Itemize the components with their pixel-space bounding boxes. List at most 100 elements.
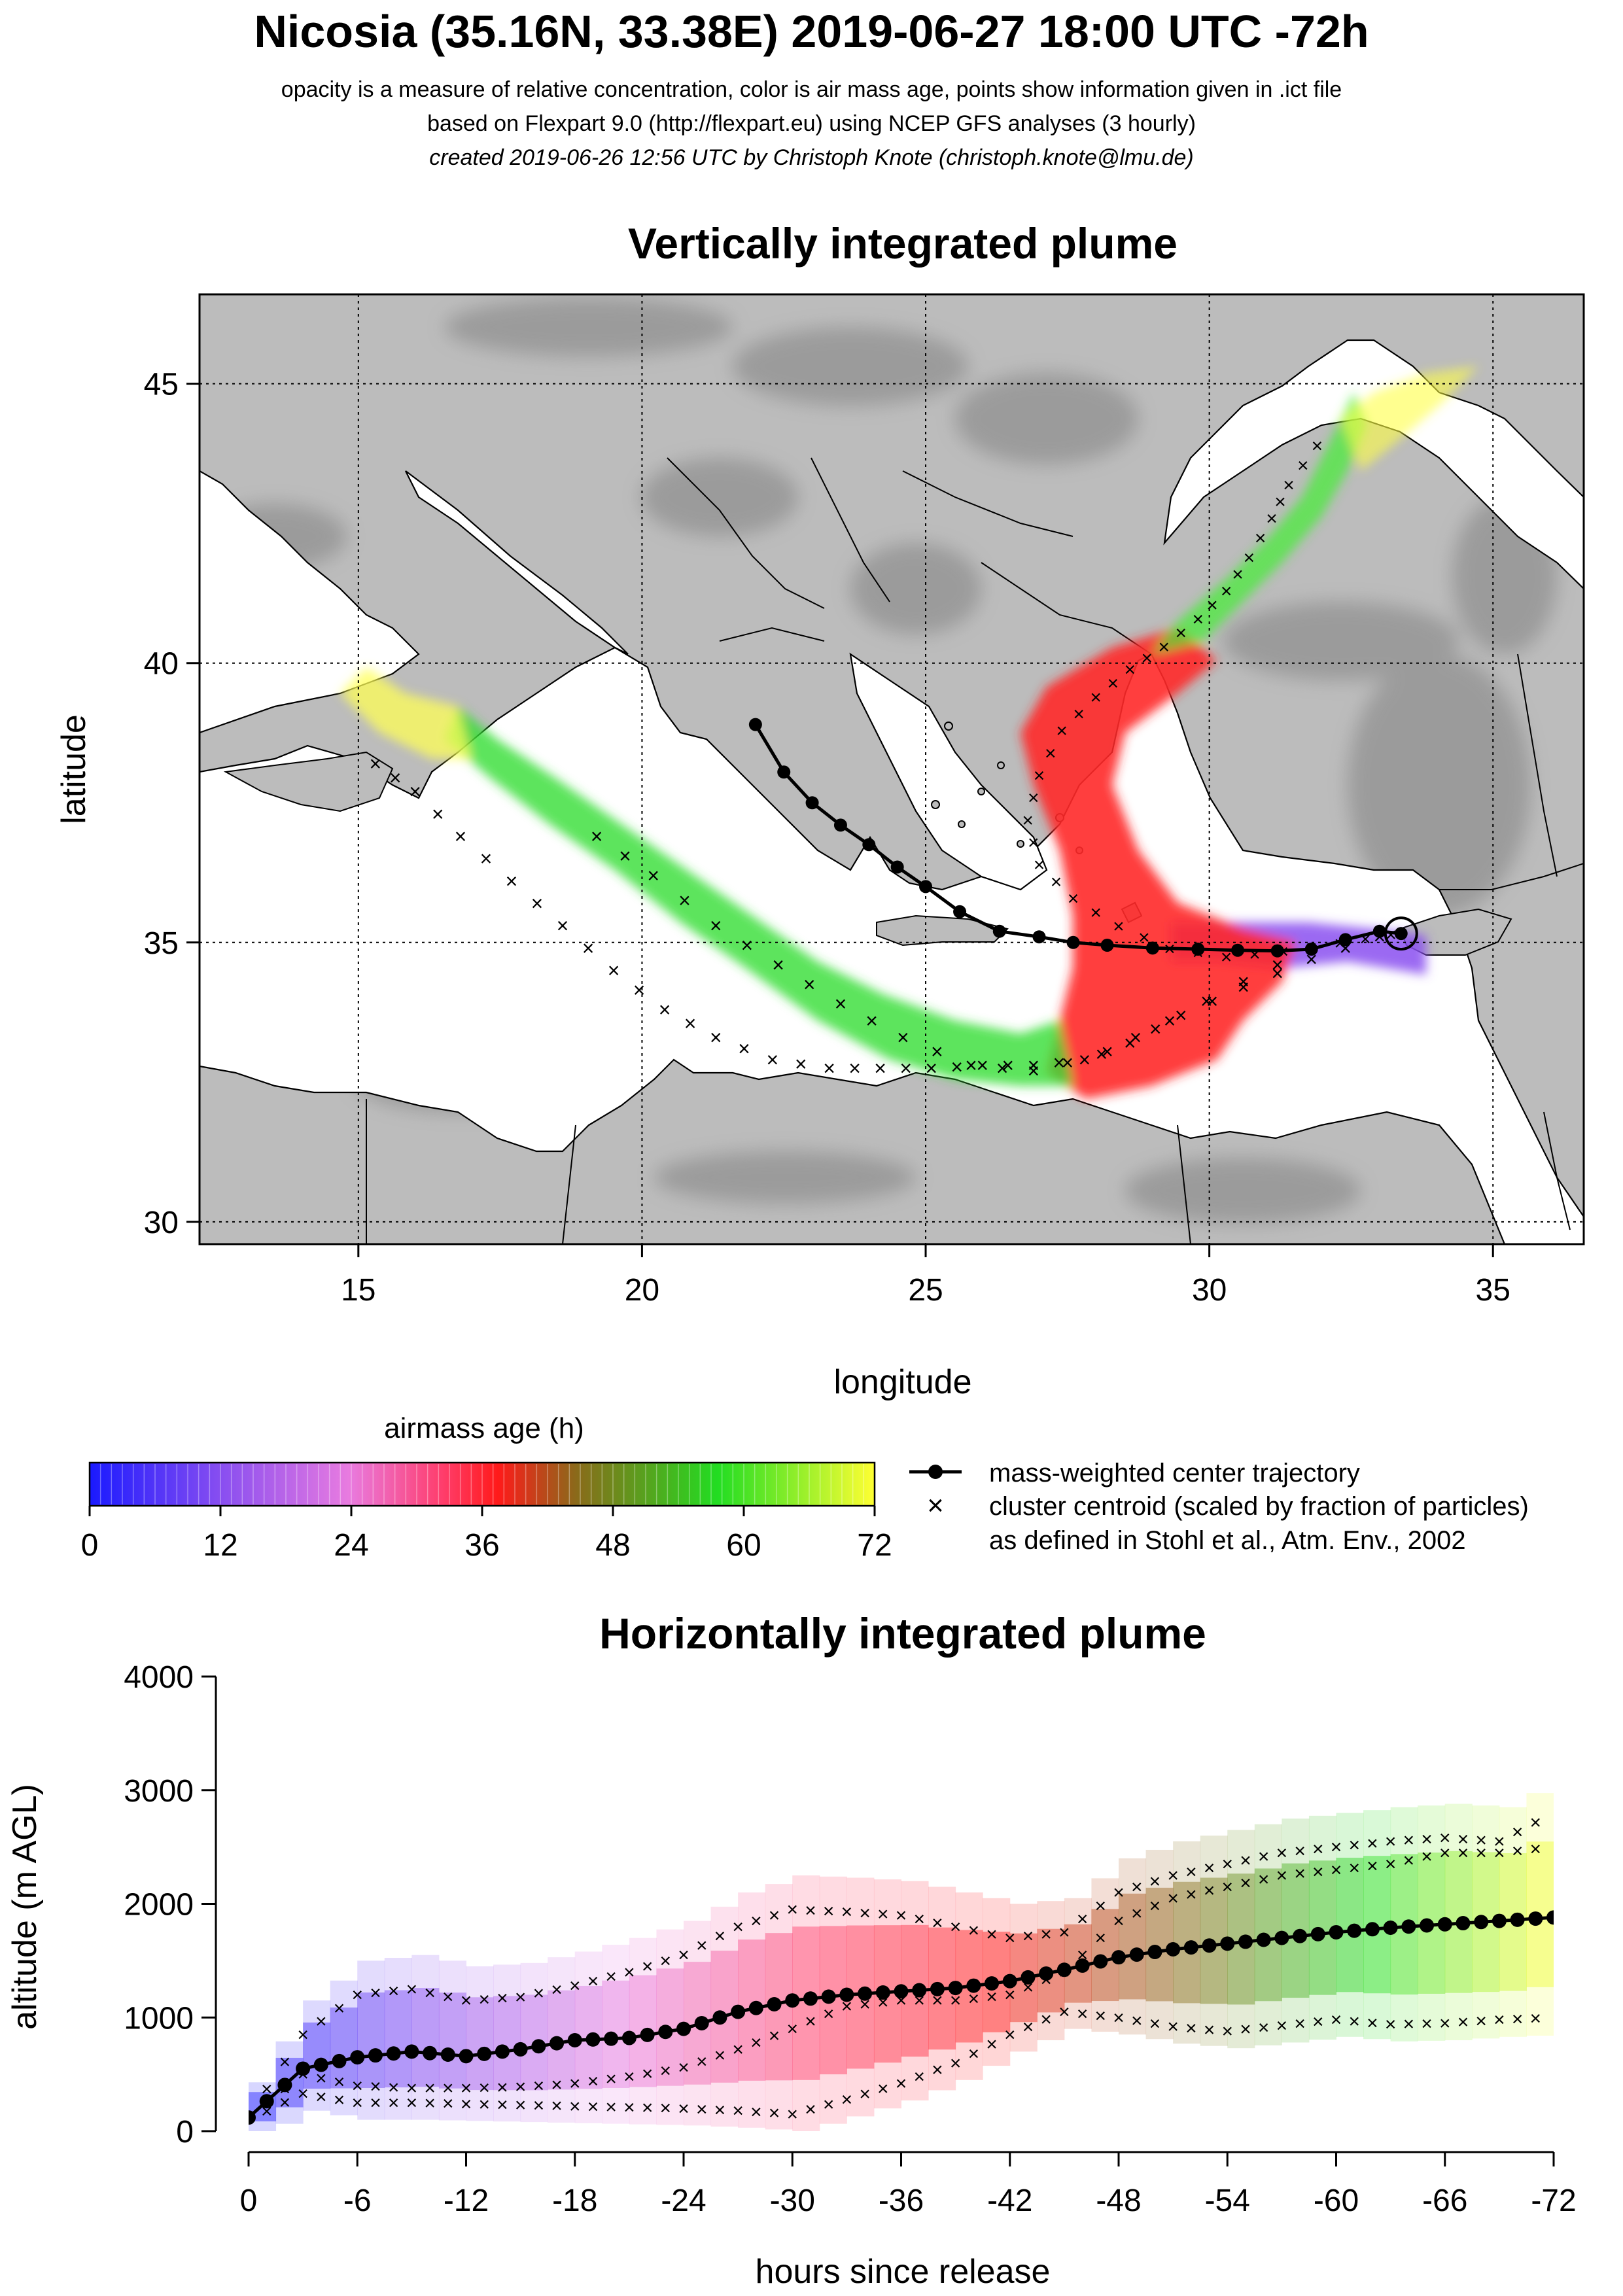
ts-cluster-x: × — [1331, 2009, 1342, 2031]
map-ytick-label: 35 — [144, 926, 179, 961]
ts-cluster-x: × — [660, 2098, 672, 2119]
ts-cluster-x: × — [913, 2066, 925, 2088]
map-cluster-x: × — [1271, 953, 1283, 977]
ts-trajectory-point — [858, 1986, 873, 2001]
ts-cluster-x: × — [750, 2032, 762, 2053]
legend-x-icon: × — [927, 1489, 944, 1522]
ts-xtick-label: -42 — [987, 2183, 1032, 2218]
map-cluster-x: × — [1124, 1032, 1136, 1055]
ts-trajectory-point — [640, 2027, 655, 2042]
crete — [876, 914, 1009, 947]
ts-cluster-x: × — [1113, 2007, 1125, 2028]
colorbar-tick-label: 24 — [334, 1528, 368, 1563]
ts-trajectory-point — [948, 1981, 963, 1996]
ts-cluster-x: × — [461, 1990, 472, 2011]
ts-cluster-x: × — [1204, 1880, 1215, 1902]
ts-cluster-x: × — [424, 1983, 436, 2004]
ts-xtick-label: 0 — [240, 2183, 258, 2218]
map-cluster-x: × — [582, 936, 595, 960]
ts-cluster-x: × — [678, 2057, 689, 2079]
map-cluster-x: × — [1232, 564, 1244, 585]
map-cluster-x: × — [738, 1037, 750, 1060]
ts-cluster-x: × — [1457, 2011, 1469, 2033]
map-cluster-x: × — [897, 1026, 909, 1049]
map-cluster-x: × — [976, 1054, 988, 1077]
ts-cluster-x: × — [1004, 1985, 1016, 2006]
map-cluster-x: × — [1221, 947, 1232, 968]
sicily — [223, 751, 394, 812]
map-cluster-x: × — [1138, 927, 1150, 948]
map-cluster-x: × — [931, 1039, 943, 1063]
adriatic-sea — [405, 470, 629, 655]
ts-cluster-x: × — [1149, 1871, 1161, 1892]
ts-trajectory-point — [350, 2050, 365, 2065]
ts-cluster-x: × — [1095, 1895, 1107, 1917]
map-cluster-x: × — [389, 766, 402, 790]
map-cluster-x: × — [1028, 832, 1039, 854]
page-title: Nicosia (35.16N, 33.38E) 2019-06-27 18:0… — [254, 6, 1369, 57]
ts-trajectory-point — [1293, 1928, 1308, 1943]
ts-cluster-x: × — [1221, 2021, 1233, 2042]
map-trajectory-point — [777, 765, 791, 779]
ts-shade-core — [411, 1988, 440, 2087]
ts-cluster-x: × — [805, 2098, 816, 2120]
ts-trajectory-point — [313, 2057, 328, 2072]
map-trajectory-point — [1394, 927, 1408, 941]
map-cluster-x: × — [506, 869, 518, 893]
ts-cluster-x: × — [968, 2043, 980, 2064]
ts-cluster-x: × — [623, 2066, 635, 2088]
ts-cluster-x: × — [1131, 2010, 1143, 2032]
ts-cluster-x: × — [551, 1979, 563, 2000]
ts-trajectory-point — [1401, 1919, 1416, 1934]
ts-shade-outer — [384, 1958, 412, 2120]
aegean-sea — [849, 652, 1048, 891]
map-cluster-x: × — [409, 780, 421, 803]
map-trajectory-point — [1145, 941, 1159, 955]
ts-cluster-x: × — [786, 2019, 798, 2040]
ts-cluster-x: × — [515, 2076, 527, 2098]
ts-cluster-x: × — [932, 2059, 943, 2081]
ts-cluster-x: × — [823, 2003, 835, 2025]
map-trajectory-point — [890, 860, 904, 874]
ts-shade-outer — [1336, 1813, 1364, 2037]
ts-xtick-label: -54 — [1205, 2183, 1250, 2218]
ts-xtick-label: -72 — [1531, 2183, 1576, 2218]
ts-xtick-label: -30 — [770, 2183, 815, 2218]
map-axes: 15 20 25 30 35 30 35 40 45 — [144, 368, 1510, 1308]
ts-cluster-x: × — [932, 1912, 943, 1934]
sea-areas — [200, 339, 1584, 1244]
ts-cluster-x: × — [587, 2071, 599, 2093]
ts-xtick-label: -6 — [343, 2183, 372, 2218]
ts-cluster-x: × — [732, 1916, 744, 1938]
subtitle-opacity-note: opacity is a measure of relative concent… — [281, 77, 1342, 102]
map-trajectory-point — [805, 796, 819, 810]
ts-trajectory-point — [368, 2048, 383, 2063]
map-cluster-x: × — [1053, 1051, 1065, 1074]
ts-cluster-x: × — [1185, 2017, 1197, 2039]
ts-cluster-x: × — [569, 1975, 581, 1997]
map-cluster-x: × — [1022, 810, 1034, 831]
ts-ytick-label: 1000 — [124, 2001, 194, 2036]
ts-trajectory-point — [604, 2031, 619, 2046]
map-cluster-x: × — [1073, 704, 1085, 725]
ts-cluster-x: × — [442, 2078, 454, 2099]
ts-cluster-x: × — [497, 2094, 508, 2115]
ts-trajectory-point — [1310, 1926, 1325, 1941]
ts-cluster-x: × — [605, 1966, 617, 1988]
map-cluster-x: × — [1359, 928, 1371, 950]
map-cluster-x: × — [835, 992, 847, 1016]
map-cluster-x: × — [647, 863, 659, 887]
map-cluster-x: × — [1113, 916, 1125, 937]
legend-cluster-centroid: cluster centroid (scaled by fraction of … — [989, 1492, 1529, 1521]
ts-cluster-x: × — [461, 2078, 472, 2099]
ts-trajectory-point — [1365, 1922, 1380, 1937]
ts-cluster-x: × — [569, 2073, 581, 2095]
map-cluster-x: × — [608, 958, 620, 982]
map-trajectory-point — [1191, 943, 1205, 956]
map-cluster-x: × — [1266, 508, 1278, 530]
ts-shade-outer — [466, 1966, 494, 2121]
ts-cluster-x: × — [1022, 1926, 1034, 1947]
map-trajectory-point — [1231, 943, 1244, 957]
ts-trajectory-point — [1111, 1950, 1126, 1965]
ts-cluster-x: × — [297, 2024, 309, 2045]
